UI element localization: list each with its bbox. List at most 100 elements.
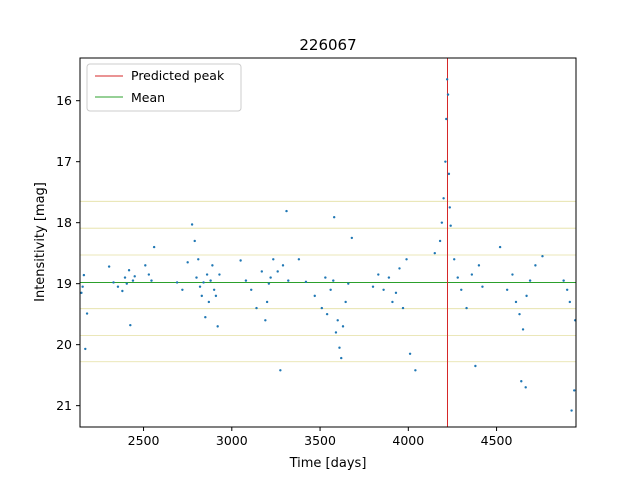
data-point — [344, 300, 347, 304]
data-point — [204, 316, 207, 319]
data-point — [481, 285, 484, 288]
data-point — [562, 279, 565, 282]
data-point — [332, 279, 335, 282]
data-point — [216, 325, 219, 328]
data-point — [449, 224, 452, 227]
plot-area — [80, 58, 577, 427]
y-tick-label: 16 — [56, 93, 72, 108]
data-point — [414, 369, 417, 372]
data-point — [447, 172, 451, 176]
data-point — [281, 264, 285, 267]
data-point — [279, 369, 282, 372]
data-point — [116, 285, 120, 288]
y-tick-label: 21 — [56, 398, 72, 413]
data-point — [212, 288, 216, 291]
data-point — [444, 160, 447, 163]
data-point — [332, 215, 336, 219]
data-point — [340, 356, 343, 360]
data-point — [528, 279, 532, 282]
data-point — [442, 197, 445, 200]
data-point — [446, 93, 450, 96]
data-point — [211, 264, 214, 267]
y-tick-label: 20 — [56, 337, 72, 352]
data-point — [350, 236, 354, 240]
data-point — [239, 259, 242, 262]
legend-peak-label: Predicted peak — [131, 68, 225, 83]
data-point — [465, 306, 468, 310]
data-point — [272, 258, 275, 261]
data-point — [200, 294, 203, 298]
data-point — [460, 288, 463, 291]
data-point — [433, 251, 436, 255]
x-tick-label: 3500 — [304, 433, 336, 448]
data-point — [514, 300, 518, 304]
data-point — [260, 270, 264, 273]
data-point — [218, 273, 221, 276]
data-point — [505, 288, 509, 291]
data-point — [320, 306, 324, 310]
data-point — [387, 276, 391, 279]
data-point — [371, 285, 375, 288]
data-point — [405, 258, 408, 261]
data-point — [541, 255, 544, 258]
data-point — [82, 273, 86, 277]
data-point — [125, 282, 128, 285]
data-point — [398, 267, 401, 270]
x-tick-label: 3000 — [216, 433, 248, 448]
chart-title: 226067 — [299, 36, 356, 54]
data-point — [193, 239, 196, 243]
data-point — [391, 300, 394, 304]
data-point — [150, 279, 153, 282]
data-point — [525, 294, 528, 298]
data-point — [209, 279, 212, 282]
legend: Predicted peak Mean — [86, 63, 242, 112]
data-point — [85, 312, 89, 315]
data-point — [401, 306, 405, 310]
y-tick-label: 19 — [56, 276, 72, 291]
data-point — [207, 300, 211, 304]
legend-box — [86, 63, 242, 112]
data-point — [255, 306, 258, 310]
data-point — [144, 264, 147, 267]
data-point — [565, 288, 569, 291]
data-point — [214, 294, 218, 298]
data-point — [470, 273, 474, 276]
y-axis: 16 17 18 19 20 21 — [56, 93, 80, 413]
data-point — [456, 276, 459, 279]
data-point — [269, 276, 272, 279]
data-point — [112, 281, 115, 284]
data-point — [190, 223, 194, 226]
x-tick-label: 4500 — [481, 433, 513, 448]
y-tick-label: 17 — [56, 154, 72, 169]
data-point — [186, 261, 189, 264]
data-point — [573, 389, 576, 392]
data-point — [341, 325, 345, 328]
data-point — [334, 331, 338, 334]
data-point — [448, 206, 451, 209]
data-point — [521, 328, 525, 331]
data-point — [524, 386, 527, 389]
data-point — [534, 264, 537, 267]
data-point — [265, 300, 269, 304]
data-point — [498, 245, 502, 249]
data-point — [129, 323, 132, 327]
data-point — [336, 319, 339, 322]
data-point — [285, 209, 288, 213]
data-point — [264, 319, 267, 322]
data-point — [568, 300, 572, 304]
data-point — [438, 239, 442, 243]
data-point — [408, 352, 412, 356]
data-point — [107, 265, 111, 268]
data-point — [131, 279, 135, 282]
data-point — [325, 312, 329, 316]
data-point — [297, 258, 301, 261]
data-point — [244, 279, 248, 282]
data-point — [477, 264, 481, 267]
data-point — [127, 269, 131, 272]
data-point — [147, 273, 151, 276]
data-point — [570, 409, 573, 412]
data-point — [394, 291, 398, 295]
data-point — [152, 245, 156, 249]
data-point — [202, 281, 205, 284]
y-tick-label: 18 — [56, 215, 72, 230]
